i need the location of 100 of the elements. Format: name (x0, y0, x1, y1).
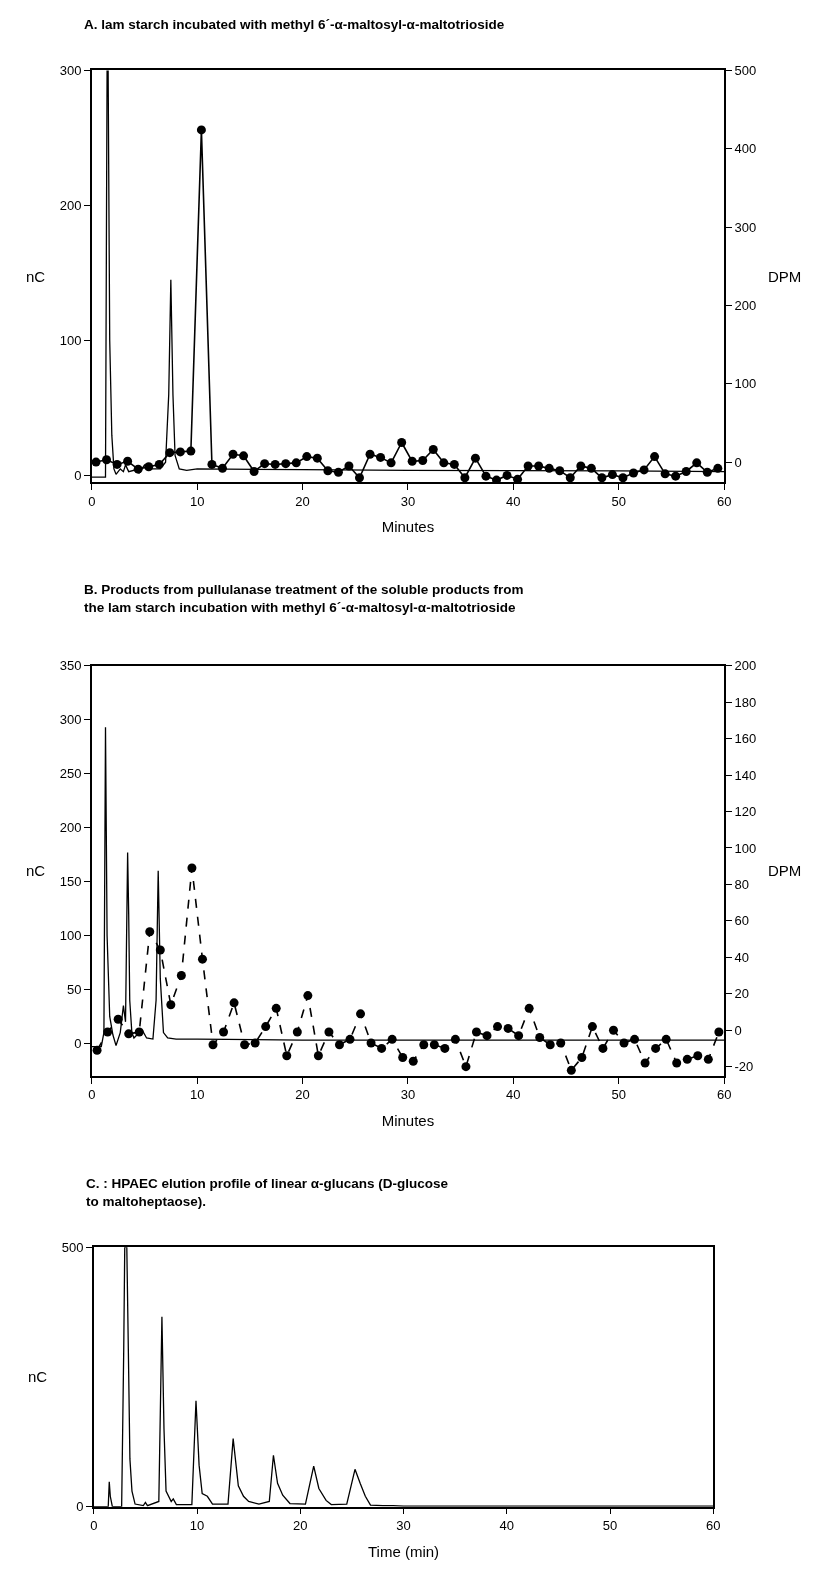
point (312, 453, 322, 463)
point (103, 1027, 113, 1037)
x-tick-label: 50 (611, 493, 626, 509)
point (124, 1029, 134, 1039)
point (313, 1051, 323, 1061)
point (461, 1062, 471, 1072)
x-tick-label: 10 (189, 493, 205, 509)
point (239, 451, 249, 461)
point (377, 1043, 387, 1053)
point (250, 1038, 260, 1048)
y2-tick-label: 500 (734, 62, 757, 78)
y2-tick-label: 60 (734, 913, 749, 929)
x-tick-label: 30 (400, 493, 416, 509)
x-tick-label: 30 (400, 1087, 416, 1103)
point (503, 1023, 513, 1033)
point (598, 1043, 608, 1053)
point (134, 1027, 144, 1037)
y2-tick-label: 180 (734, 694, 757, 710)
x-tick-label: 30 (396, 1518, 411, 1533)
point (291, 458, 301, 468)
point (587, 1022, 597, 1032)
point (207, 459, 217, 469)
point (702, 467, 712, 477)
point (302, 452, 312, 462)
point (555, 466, 565, 476)
point (692, 458, 702, 468)
x-tick-label: 50 (611, 1087, 626, 1103)
point (428, 445, 438, 455)
point (671, 471, 681, 481)
point (608, 1025, 618, 1035)
y-axis-title: nC (26, 862, 46, 879)
y-tick-label: 0 (76, 1499, 84, 1515)
x-tick-label: 40 (499, 1518, 515, 1533)
point (282, 1051, 292, 1061)
point (113, 1014, 123, 1024)
point (566, 1065, 576, 1075)
point (112, 459, 122, 469)
point (650, 452, 660, 462)
point (303, 991, 313, 1001)
point (419, 1040, 429, 1050)
point (240, 1040, 250, 1050)
point (534, 461, 544, 471)
point (618, 473, 628, 483)
y2-tick-label: 160 (734, 731, 757, 747)
x-axis-title: Time (min) (367, 1542, 440, 1560)
y-axis-title: nC (26, 268, 46, 285)
point (217, 463, 227, 473)
point (682, 1054, 692, 1064)
point (565, 473, 575, 483)
y-tick-label: 300 (59, 712, 82, 728)
point (271, 1003, 281, 1013)
x-tick-label: 40 (506, 1087, 521, 1103)
y2-tick-label: 100 (734, 840, 757, 856)
point (577, 1053, 587, 1063)
x-tick-label: 50 (602, 1518, 618, 1533)
point (681, 466, 691, 476)
point (639, 465, 649, 475)
point (493, 1022, 503, 1032)
x-tick-label: 10 (189, 1087, 205, 1103)
point (693, 1051, 703, 1061)
x-tick-label: 20 (293, 1518, 308, 1533)
point (471, 1027, 481, 1037)
y-tick-label: 0 (74, 468, 82, 484)
point (261, 1022, 271, 1032)
point (208, 1040, 218, 1050)
y-tick-label: 250 (59, 766, 82, 782)
y2-tick-label: 400 (734, 141, 757, 157)
point (333, 467, 343, 477)
point (386, 458, 396, 468)
chart-title: C. : HPAEC elution profile of linear α-glucans (D-glucose to maltoheptaose). (86, 1176, 449, 1209)
y-tick-label: 300 (59, 62, 82, 78)
point (165, 448, 175, 458)
x-axis-title: Minutes (381, 1111, 435, 1129)
point (324, 1027, 334, 1037)
point (154, 459, 164, 469)
x-axis-title: Minutes (381, 518, 435, 536)
y2-tick-label: 100 (734, 376, 757, 392)
point (155, 945, 165, 955)
point (651, 1043, 661, 1053)
point (629, 468, 638, 478)
point (270, 459, 280, 469)
point (175, 447, 185, 457)
x-tick-label: 10 (189, 1518, 205, 1533)
point (344, 461, 354, 471)
y2-tick-label: 0 (734, 1022, 742, 1038)
point (429, 1040, 439, 1050)
point (440, 1043, 450, 1053)
point (545, 1040, 555, 1050)
point (334, 1040, 344, 1050)
point (450, 1034, 460, 1044)
x-tick-label: 20 (295, 1087, 310, 1103)
y-tick-label: 150 (59, 874, 82, 890)
x-tick-label: 0 (88, 1087, 96, 1103)
point (292, 1027, 302, 1037)
point (418, 456, 428, 466)
point (166, 1000, 176, 1010)
point (535, 1033, 545, 1042)
point (91, 457, 101, 467)
point (513, 474, 523, 483)
point (492, 475, 501, 483)
